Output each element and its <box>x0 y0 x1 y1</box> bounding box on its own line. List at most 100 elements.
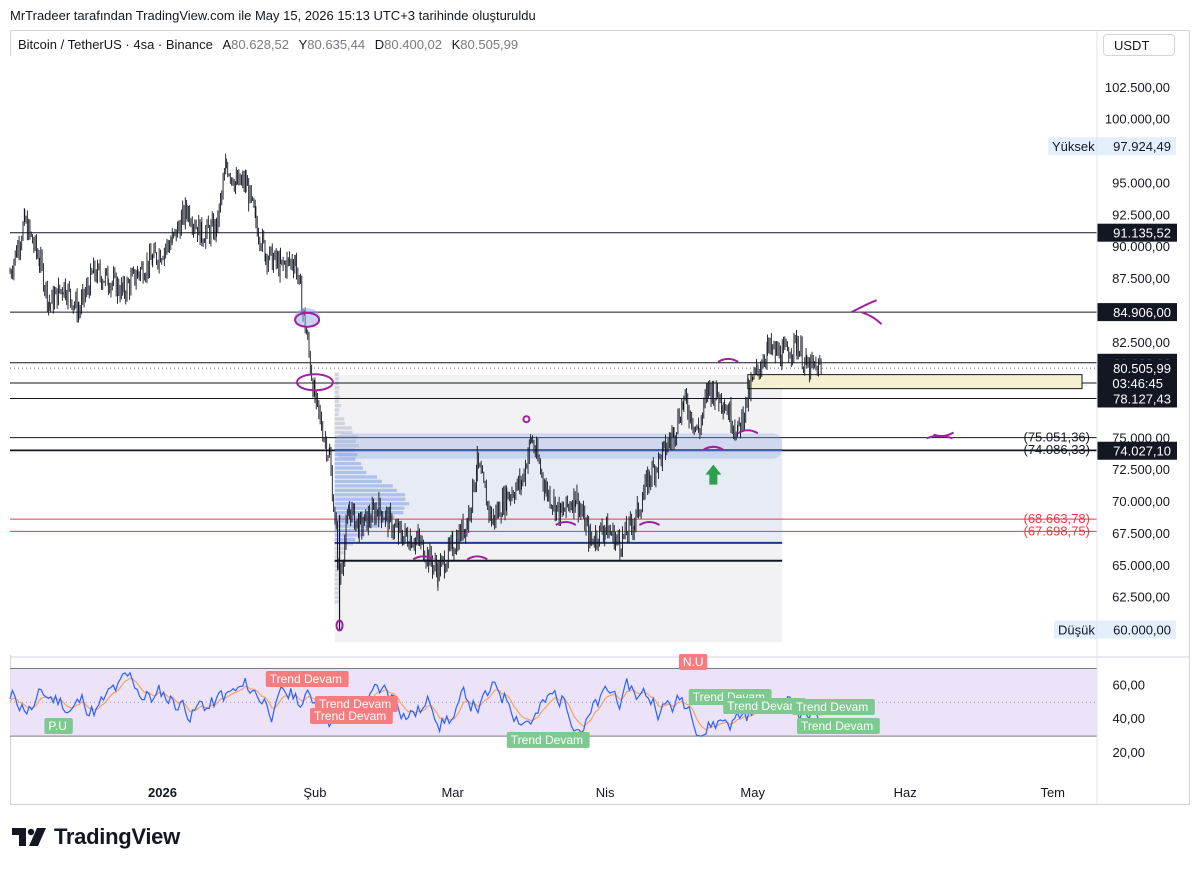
volume-profile-bar <box>334 461 362 466</box>
tradingview-logo[interactable]: TradingView <box>12 824 180 850</box>
up-arrow-icon <box>705 464 722 485</box>
oscillator-signal-line <box>9 677 822 731</box>
annotation-circle <box>522 415 531 424</box>
volume-profile-bar <box>334 582 339 586</box>
tradingview-logo-icon <box>12 828 46 846</box>
annotation-stroke <box>851 299 883 325</box>
volume-profile-bar <box>334 457 356 461</box>
signal-label-bg <box>265 671 349 687</box>
symbol-name[interactable]: Bitcoin / TetherUS · 4sa · Binance <box>18 37 213 52</box>
volume-profile-bar <box>334 399 339 403</box>
low-marker-bg <box>1054 620 1176 639</box>
signal-label-bg <box>310 708 393 724</box>
price-axis-tick: 62.500,00 <box>1112 590 1170 605</box>
signal-label: Trend Devam <box>319 697 391 711</box>
level-tag-label: 74.027,10 <box>1113 444 1171 459</box>
low-marker-value: 60.000,00 <box>1113 623 1171 638</box>
currency-button[interactable]: USDT <box>1103 34 1175 56</box>
volume-profile-bar <box>334 417 345 421</box>
current-price-label: 80.505,99 <box>1113 361 1171 376</box>
volume-profile-bar <box>334 408 340 412</box>
demand-zone <box>747 374 1083 390</box>
time-axis-tick: 2026 <box>148 785 177 800</box>
oscillator-axis-tick: 20,00 <box>1112 745 1145 760</box>
volume-profile-bar <box>334 591 339 595</box>
low-value: 80.400,02 <box>384 37 442 52</box>
volume-profile-bar <box>334 372 339 377</box>
volume-profile-bar <box>334 568 341 573</box>
annotation-stroke <box>412 555 434 561</box>
level-label: (67.698,75) <box>1024 523 1091 538</box>
level-tag-bg <box>1097 389 1177 408</box>
volume-profile-bar <box>334 528 369 533</box>
volume-profile-bar <box>334 497 406 501</box>
volume-profile-bar <box>334 475 377 479</box>
price-axis-tick: 82.500,00 <box>1112 335 1170 350</box>
high-marker-value: 97.924,49 <box>1113 139 1171 154</box>
candles-group <box>9 153 822 591</box>
price-axis-tick: 102.500,00 <box>1105 80 1170 95</box>
volume-profile-bar <box>334 412 339 417</box>
level-label: (75.051,36) <box>1024 430 1091 445</box>
time-axis-tick: Şub <box>303 785 326 800</box>
signal-label-bg <box>796 718 880 734</box>
oscillator-axis-tick: 40,00 <box>1112 711 1145 726</box>
volume-profile-bar <box>334 430 353 435</box>
tradingview-wordmark: TradingView <box>54 824 180 849</box>
volume-profile-bar <box>334 542 353 546</box>
volume-profile-bar <box>334 426 352 430</box>
signal-label: Trend Devam <box>727 699 799 713</box>
signal-label: Trend Devam <box>511 733 583 747</box>
oscillator-line <box>9 671 822 737</box>
signal-label: Trend Devam <box>796 700 868 714</box>
volume-profile-bar <box>334 386 340 390</box>
high-label: Y <box>298 37 308 52</box>
level-tag-label: 91.135,52 <box>1113 226 1171 241</box>
volume-profile-bar <box>334 444 359 448</box>
annotation-stroke <box>926 431 955 440</box>
volume-profile-bar <box>334 439 357 443</box>
annotation-circle <box>335 619 344 632</box>
price-axis-tick: 72.500,00 <box>1112 462 1170 477</box>
value-area-shade <box>334 449 783 543</box>
oscillator-band <box>10 668 1097 737</box>
level-tag-label: 78.127,43 <box>1113 391 1171 406</box>
signal-label-bg <box>506 732 590 748</box>
annotation-stroke <box>702 445 724 451</box>
signal-label: Trend Devam <box>270 672 342 686</box>
oscillator-axis-tick: 60,00 <box>1112 677 1145 692</box>
time-axis-tick: Haz <box>894 785 917 800</box>
signal-label: Trend Devam <box>801 719 873 733</box>
signal-label: N.U <box>683 655 704 669</box>
volume-profile-bar <box>334 395 340 399</box>
annotation-stroke <box>638 521 660 526</box>
volume-profile-bar <box>334 573 339 577</box>
annotation-stroke <box>737 429 759 435</box>
open-label: A <box>222 37 232 52</box>
volume-profile-bar <box>334 551 346 555</box>
price-axis-tick: 95.000,00 <box>1112 175 1170 190</box>
annotation-stroke <box>466 555 488 561</box>
high-marker-bg <box>1048 137 1176 156</box>
open-value: 80.628,52 <box>231 37 289 52</box>
volume-profile-bar <box>334 435 358 439</box>
price-axis-tick: 65.000,00 <box>1112 558 1170 573</box>
volume-profile-bar <box>334 452 358 457</box>
annotation-stroke <box>555 521 577 526</box>
low-label: D <box>374 37 385 52</box>
signal-label: P.U <box>48 719 66 733</box>
level-tag-bg <box>1097 441 1177 460</box>
annotation-circle <box>294 308 321 327</box>
volume-profile-bar <box>334 586 339 591</box>
volume-profile-bar <box>334 577 341 582</box>
low-marker-label: Düşük <box>1058 623 1095 638</box>
price-axis-tick: 92.500,00 <box>1112 207 1170 222</box>
volume-profile-bar <box>334 600 339 604</box>
snapshot-caption: MrTradeer tarafından TradingView.com ile… <box>10 8 536 23</box>
level-tag-bg <box>1097 223 1177 242</box>
price-axis-tick: 100.000,00 <box>1105 112 1170 127</box>
level-tag-label: 84.906,00 <box>1113 305 1171 320</box>
close-value: 80.505,99 <box>460 37 519 52</box>
volume-profile-bar <box>334 466 363 470</box>
